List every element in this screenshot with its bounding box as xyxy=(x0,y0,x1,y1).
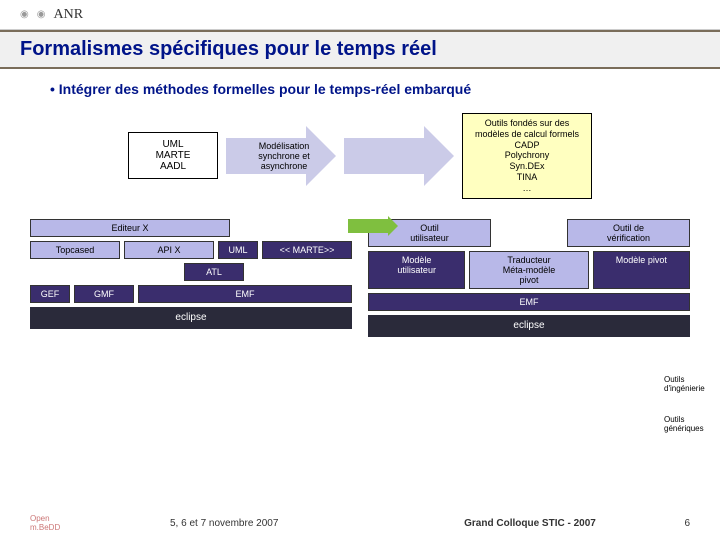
chip-emf-r: EMF xyxy=(368,293,690,311)
chip-gef: GEF xyxy=(30,285,70,303)
flow-arrow-2 xyxy=(344,126,454,186)
page-title: Formalismes spécifiques pour le temps ré… xyxy=(20,38,700,61)
chip-model-user: Modèle utilisateur xyxy=(368,251,465,289)
annotation-generiques: Outils génériques xyxy=(664,416,714,434)
chip-emf: EMF xyxy=(138,285,352,303)
bullet-main: • Intégrer des méthodes formelles pour l… xyxy=(0,69,720,105)
chip-outil-verif: Outil de vérification xyxy=(567,219,690,247)
footer-center: Grand Colloque STIC - 2007 xyxy=(410,518,650,529)
footer: Open m.BeDD 5, 6 et 7 novembre 2007 Gran… xyxy=(0,514,720,532)
left-stack: Editeur X Topcased API X UML << MARTE>> … xyxy=(30,219,352,337)
eclipse-label: eclipse xyxy=(175,312,206,323)
flow-arrow-1: Modélisation synchrone et asynchrone xyxy=(226,126,336,186)
annotation-ingenierie: Outils d'ingénierie xyxy=(664,376,714,394)
right-stack: Outil utilisateur Outil de vérification … xyxy=(368,219,690,337)
chip-editor: Editeur X xyxy=(30,219,230,237)
chip-topcased: Topcased xyxy=(30,241,120,259)
eclipse-bar-left: eclipse xyxy=(30,307,352,329)
flow-diagram: UML MARTE AADL Modélisation synchrone et… xyxy=(0,105,720,207)
green-arrow-icon xyxy=(348,219,388,233)
logo-bar: ◉ ◉ ANR xyxy=(0,0,720,30)
footer-date: 5, 6 et 7 novembre 2007 xyxy=(90,518,410,529)
title-bar: Formalismes spécifiques pour le temps ré… xyxy=(0,30,720,69)
arrow-label: Modélisation synchrone et asynchrone xyxy=(252,141,310,171)
arch-diagram: Editeur X Topcased API X UML << MARTE>> … xyxy=(0,207,720,341)
logo-icon: ◉ xyxy=(20,9,29,20)
chip-atl: ATL xyxy=(184,263,244,281)
chip-model-pivot: Modèle pivot xyxy=(593,251,690,289)
logo-icon: ◉ xyxy=(37,9,46,20)
eclipse-bar-right: eclipse xyxy=(368,315,690,337)
eclipse-label-r: eclipse xyxy=(513,320,544,331)
chip-gmf: GMF xyxy=(74,285,134,303)
chip-marte: << MARTE>> xyxy=(262,241,352,259)
chip-traducteur: Traducteur Méta-modèle pivot xyxy=(469,251,588,289)
footer-page: 6 xyxy=(650,518,690,529)
chip-uml: UML xyxy=(218,241,258,259)
flow-right-box: Outils fondés sur des modèles de calcul … xyxy=(462,113,592,199)
flow-left-box: UML MARTE AADL xyxy=(128,132,218,179)
footer-logo: Open m.BeDD xyxy=(30,514,90,532)
anr-logo: ANR xyxy=(53,7,83,23)
chip-apix: API X xyxy=(124,241,214,259)
